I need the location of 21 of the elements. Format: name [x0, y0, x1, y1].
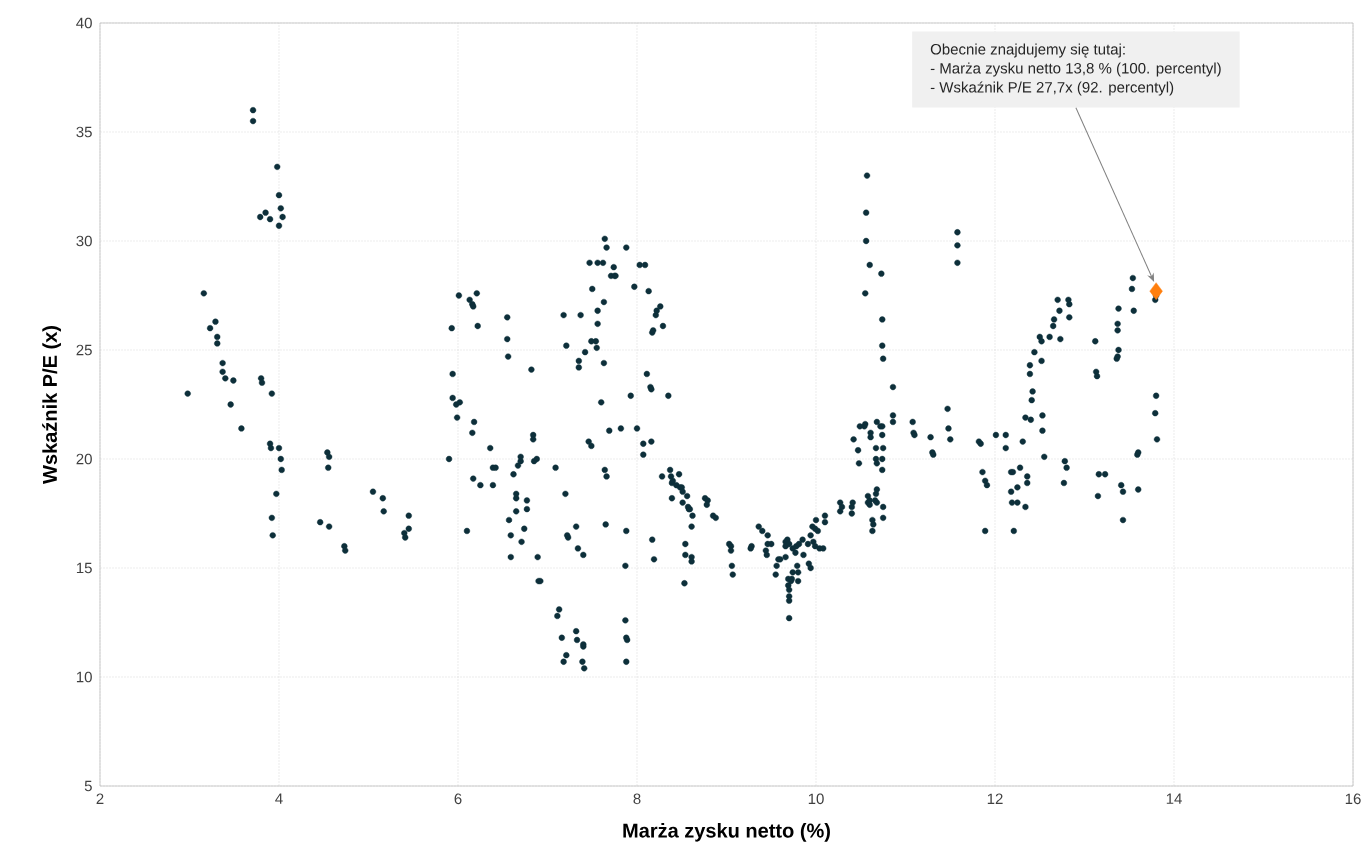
y-axis-title: Wskaźnik P/E (x) [42, 326, 61, 484]
y-tick-label: 20 [76, 453, 92, 465]
x-tick-label: 6 [454, 793, 462, 805]
x-tick-label: 16 [1345, 793, 1361, 805]
x-tick-label: 10 [808, 793, 824, 805]
annotation: - Marża zysku netto 13,8 % (100. percentyl) [930, 62, 1221, 77]
y-tick-label: 35 [76, 126, 92, 138]
x-tick-label: 14 [1166, 793, 1182, 804]
annotation: Obecnie znajdujemy się tutaj: [930, 43, 1125, 58]
x-axis-title: Marża zysku netto (%) [623, 822, 830, 842]
y-tick-label: 10 [76, 671, 92, 683]
annotation: - Wskaźnik P/E 27,7x (92. percentyl) [930, 81, 1174, 96]
y-tick-label: 25 [76, 344, 92, 356]
x-tick-label: 2 [96, 793, 104, 804]
x-tick-label: 12 [987, 793, 1003, 804]
y-tick-label: 15 [76, 562, 92, 574]
y-tick-label: 5 [84, 780, 92, 792]
y-tick-label: 40 [76, 17, 92, 29]
x-tick-label: 8 [633, 793, 641, 805]
x-tick-label: 4 [275, 793, 283, 804]
y-tick-label: 30 [76, 235, 92, 247]
